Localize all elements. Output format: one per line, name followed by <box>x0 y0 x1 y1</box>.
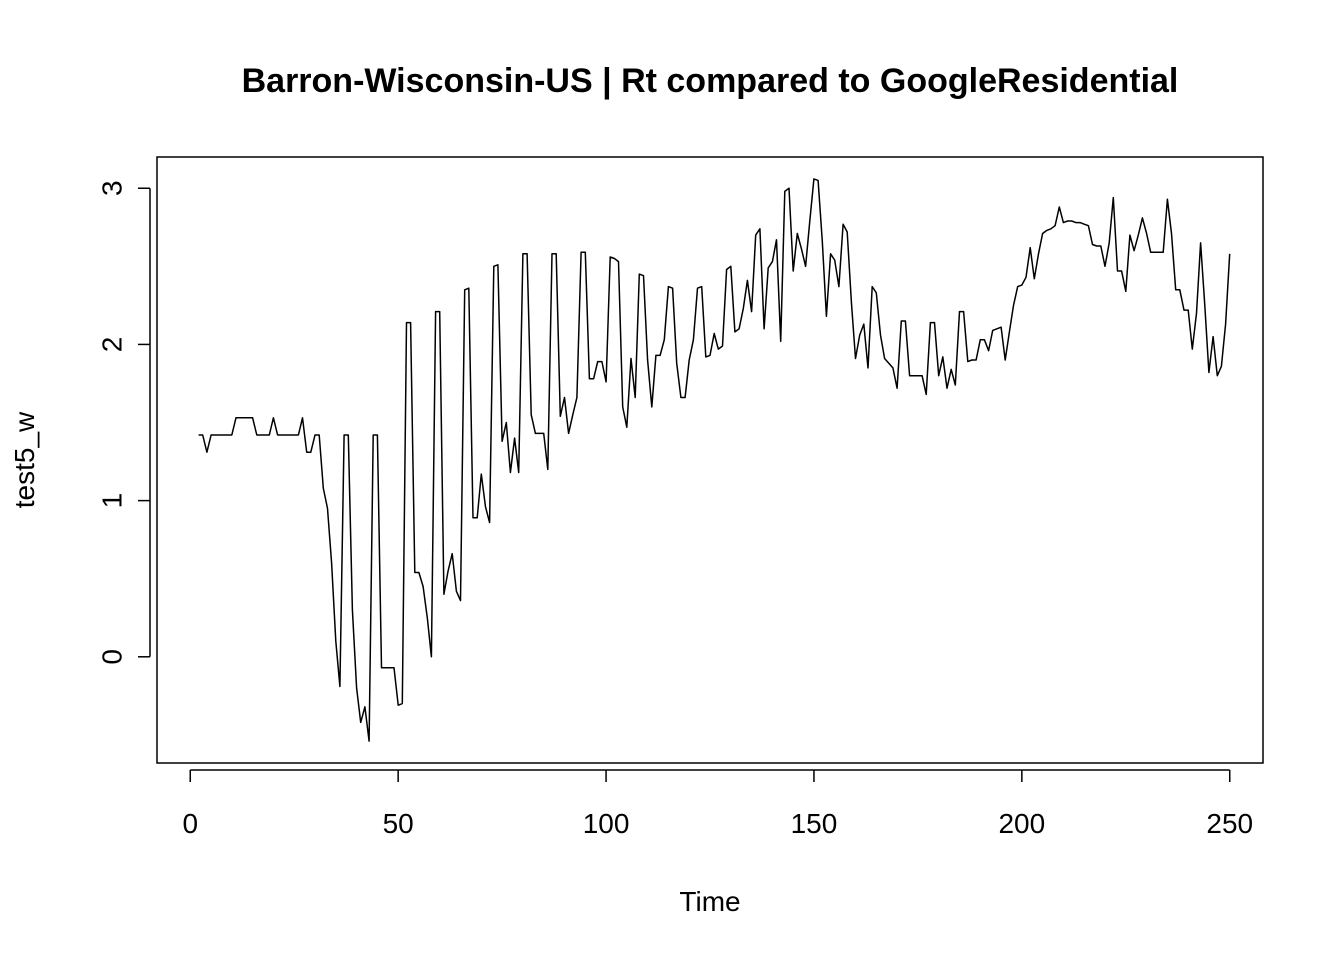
y-axis-label: test5_w <box>9 411 40 508</box>
x-axis: 0 50 100 150 200 250 <box>182 770 1253 839</box>
x-tick-label: 150 <box>791 808 838 839</box>
x-axis-label: Time <box>679 886 740 917</box>
chart-title: Barron-Wisconsin-US | Rt compared to Goo… <box>242 62 1179 100</box>
y-tick-label: 0 <box>97 649 128 665</box>
x-tick-label: 0 <box>182 808 198 839</box>
y-tick-label: 1 <box>97 493 128 509</box>
y-axis: 0 1 2 3 <box>97 180 151 664</box>
y-tick-label: 3 <box>97 180 128 196</box>
x-tick-label: 200 <box>998 808 1045 839</box>
plot-frame <box>157 157 1263 763</box>
x-tick-label: 50 <box>383 808 414 839</box>
y-tick-label: 2 <box>97 337 128 353</box>
x-tick-label: 100 <box>583 808 630 839</box>
series-line-test5-w <box>199 179 1230 741</box>
x-tick-label: 250 <box>1206 808 1253 839</box>
